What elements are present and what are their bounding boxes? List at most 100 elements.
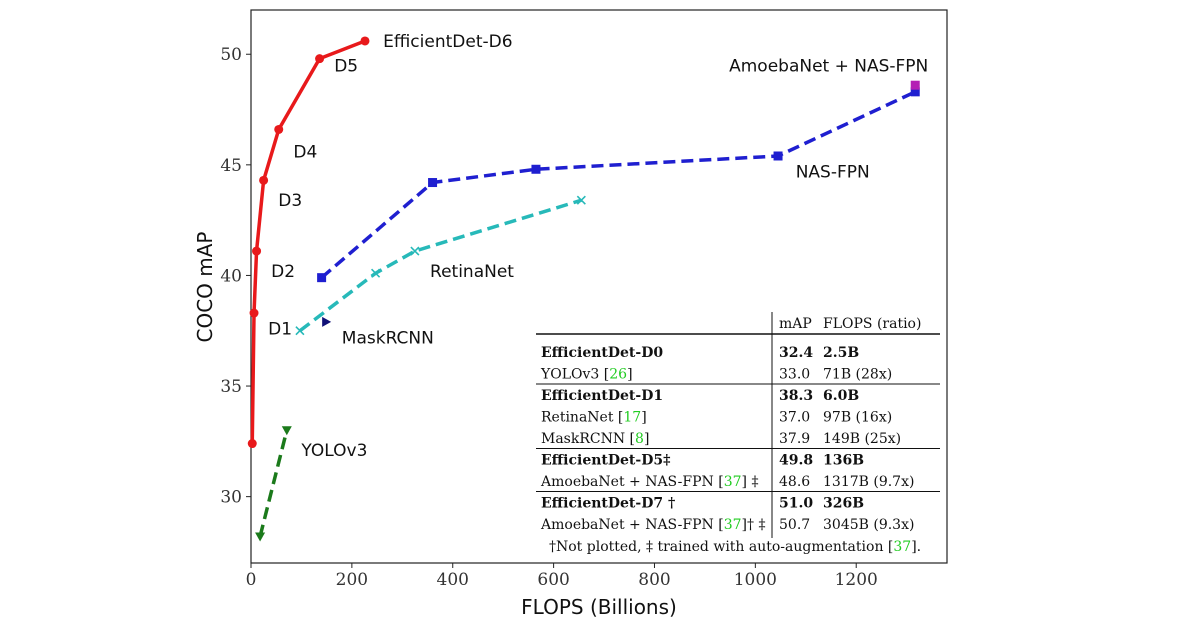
series-nas-fpn — [317, 87, 920, 283]
table-cell-flops: 2.5B — [823, 345, 859, 361]
x-tick-label: 600 — [537, 570, 569, 590]
table-model-name: EfficientDet-D7 — [541, 496, 663, 512]
table-model-name: EfficientDet-D1 — [541, 388, 663, 404]
annotation-label: D4 — [293, 143, 317, 163]
annotation-label: D5 — [334, 56, 358, 76]
series-line-retinanet — [298, 198, 582, 333]
annotation-label: MaskRCNN — [342, 328, 434, 348]
table-cell-map: 51.0 — [779, 496, 813, 512]
table-row-model: YOLOv3 [26] — [540, 367, 633, 383]
y-tick-label: 50 — [220, 45, 242, 65]
table-cell-flops: 71B (28x) — [823, 367, 892, 383]
table-row-model: RetinaNet [17] — [541, 410, 647, 426]
table-ref-suffix: ] — [644, 431, 649, 447]
data-point-efficientdet — [259, 175, 269, 185]
table-cell-map: 50.7 — [779, 517, 810, 533]
table-cell-map: 32.4 — [779, 345, 813, 361]
table-ref-number: 8 — [635, 431, 644, 447]
table-model-name: AmoebaNet + NAS-FPN [ — [540, 517, 724, 533]
data-point-amoebanet-nas-fpn — [910, 80, 920, 90]
data-point-nas-fpn — [317, 273, 327, 283]
annotation-label: AmoebaNet + NAS-FPN — [729, 56, 928, 76]
table-ref-number: 37 — [724, 474, 742, 490]
data-point-nas-fpn — [910, 87, 920, 97]
table-row-model: EfficientDet-D7 † — [541, 496, 675, 512]
table-ref-number: 26 — [609, 367, 627, 383]
y-axis-label: COCO mAP — [193, 232, 217, 343]
table-ref-suffix: ] — [627, 367, 632, 383]
data-point-retinanet — [371, 268, 381, 278]
table-model-name: RetinaNet [ — [541, 410, 623, 426]
table-header-map: mAP — [779, 316, 812, 332]
table-row-model: AmoebaNet + NAS-FPN [37] ‡ — [540, 474, 758, 490]
table-row-model: EfficientDet-D5‡ — [541, 453, 670, 469]
data-point-retinanet — [295, 326, 305, 336]
data-point-efficientdet — [360, 36, 370, 46]
x-tick-label: 800 — [638, 570, 670, 590]
data-point-efficientdet — [249, 308, 259, 318]
table-row-model: EfficientDet-D1 — [541, 388, 663, 404]
x-axis-label: FLOPS (Billions) — [521, 595, 677, 619]
table-cell-flops: 97B (16x) — [823, 410, 892, 426]
comparison-table: mAP FLOPS (ratio) EfficientDet-D0 32.4 2.5B Y… — [536, 312, 940, 555]
table-footnote-ref: 37 — [893, 539, 911, 555]
table-cell-flops: 6.0B — [823, 388, 859, 404]
table-ref-suffix: ] — [641, 410, 646, 426]
annotation-layer: EfficientDet-D6 D5 D4 D3 D2 D1 MaskRCNN YOLOv3 R… — [268, 32, 928, 461]
series-retinanet — [295, 195, 586, 336]
annotation-label: D2 — [271, 262, 295, 282]
table-model-name: EfficientDet-D5 — [541, 453, 663, 469]
table-ref-suffix: ]† ‡ — [742, 517, 766, 533]
series-yolov3 — [255, 426, 292, 542]
table-cell-flops: 326B — [823, 496, 864, 512]
table-row-model: AmoebaNet + NAS-FPN [37]† ‡ — [540, 517, 765, 533]
series-efficientdet — [247, 36, 370, 449]
table-model-name: AmoebaNet + NAS-FPN [ — [540, 474, 724, 490]
table-footnote-end: ]. — [911, 539, 921, 555]
annotation-label: EfficientDet-D6 — [383, 32, 512, 52]
data-point-nas-fpn — [428, 178, 438, 188]
table-cell-flops: 1317B (9.7x) — [823, 474, 914, 490]
table-model-name: YOLOv3 [ — [540, 367, 609, 383]
plot-frame — [250, 9, 948, 564]
table-ref-number: 17 — [623, 410, 641, 426]
x-tick-label: 400 — [437, 570, 469, 590]
table-header-flops: FLOPS (ratio) — [823, 316, 921, 332]
table-cell-map: 37.9 — [779, 431, 810, 447]
x-tick-label: 1200 — [835, 570, 878, 590]
x-tick-label: 200 — [336, 570, 368, 590]
table-model-name: MaskRCNN [ — [541, 431, 635, 447]
table-footnote-text: †Not plotted, ‡ trained with auto-augmen… — [549, 539, 893, 555]
y-tick-label: 30 — [220, 488, 242, 508]
table-cell-map: 37.0 — [779, 410, 810, 426]
data-point-nas-fpn — [531, 164, 541, 174]
table-row-model: EfficientDet-D0 — [541, 345, 663, 361]
x-tick-label: 1000 — [734, 570, 777, 590]
y-axis-ticks: 30 35 40 45 50 — [220, 45, 251, 508]
y-tick-label: 35 — [220, 377, 242, 397]
table-cell-map: 38.3 — [779, 388, 813, 404]
table-cell-map: 33.0 — [779, 367, 810, 383]
x-tick-label: 0 — [246, 570, 257, 590]
data-point-yolov3 — [255, 532, 266, 542]
data-point-efficientdet — [252, 246, 262, 256]
table-cell-map: 49.8 — [779, 453, 813, 469]
series-layer — [247, 36, 920, 542]
series-line-efficientdet — [250, 39, 366, 444]
table-ref-suffix: ] ‡ — [742, 474, 759, 490]
data-point-efficientdet — [315, 54, 325, 64]
series-line-yolov3 — [258, 429, 289, 537]
data-point-yolov3 — [281, 426, 292, 436]
annotation-label: D3 — [278, 191, 302, 211]
table-row-model: MaskRCNN [8] — [541, 431, 649, 447]
table-model-name: EfficientDet-D0 — [541, 345, 663, 361]
annotation-label: D1 — [268, 320, 292, 340]
y-tick-label: 45 — [220, 156, 242, 176]
table-cell-flops: 3045B (9.3x) — [823, 517, 914, 533]
annotation-label: YOLOv3 — [300, 441, 367, 461]
table-ref-suffix: † — [663, 496, 675, 512]
table-cell-flops: 136B — [823, 453, 864, 469]
x-axis-ticks: 0 200 400 600 800 1000 1200 — [246, 563, 878, 590]
data-point-efficientdet — [274, 124, 284, 134]
